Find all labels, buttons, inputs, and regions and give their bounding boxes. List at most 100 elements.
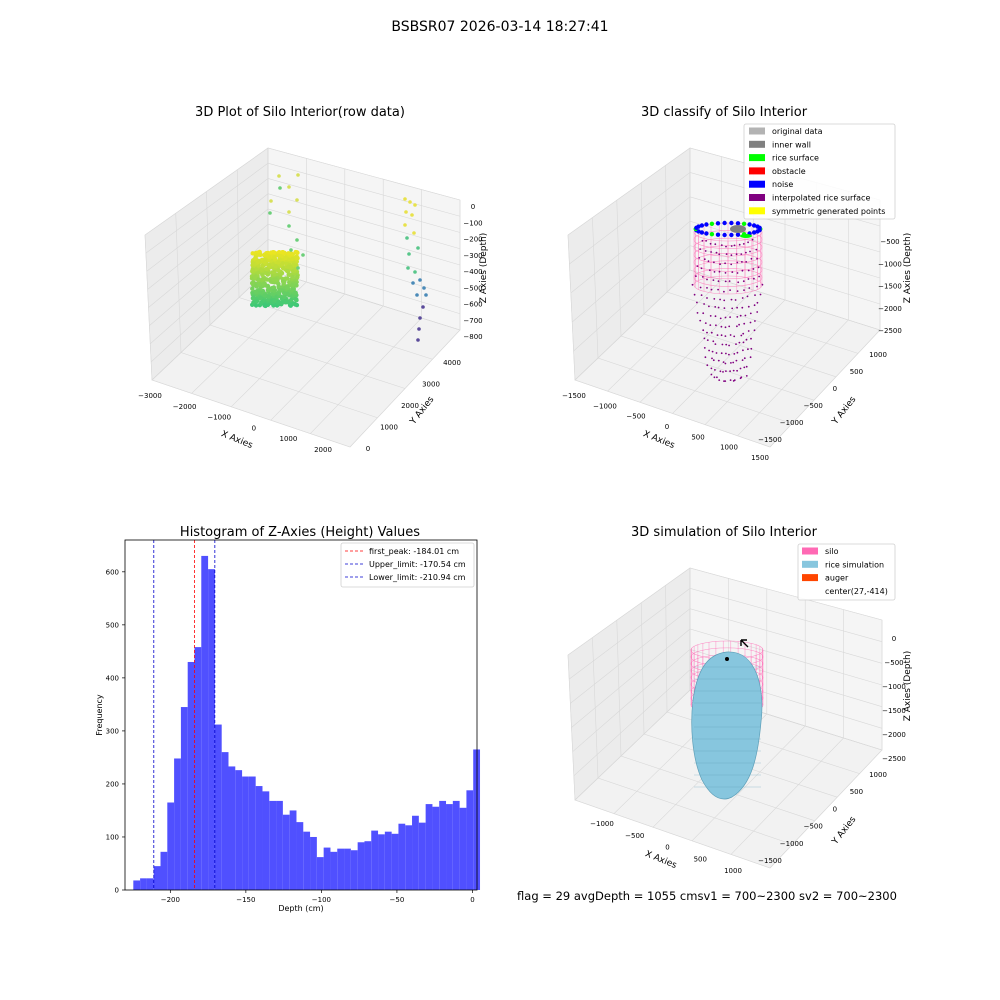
interpolated-point bbox=[736, 325, 738, 328]
histogram-bar bbox=[133, 880, 141, 890]
raw-data-point bbox=[421, 305, 425, 309]
x-tick-label: −200 bbox=[161, 896, 180, 904]
interpolated-point bbox=[736, 272, 739, 274]
classified-point bbox=[741, 221, 747, 226]
interpolated-point bbox=[730, 254, 733, 257]
histogram-bar bbox=[378, 834, 385, 890]
panel2-title: 3D classify of Silo Interior bbox=[641, 105, 808, 120]
panel1-y-tick-label: 0 bbox=[366, 445, 370, 453]
panel4-x-tick-label: 0 bbox=[665, 844, 669, 852]
interpolated-point bbox=[713, 298, 716, 300]
raw-data-point bbox=[276, 284, 281, 289]
interpolated-point bbox=[712, 279, 715, 281]
panel1-x-tick-label: 1000 bbox=[279, 435, 297, 443]
interpolated-point bbox=[704, 356, 707, 359]
histogram-bar bbox=[357, 842, 365, 890]
interpolated-point bbox=[709, 324, 712, 326]
histogram-bar bbox=[187, 661, 195, 890]
interpolated-point bbox=[725, 343, 728, 346]
legend-swatch bbox=[749, 154, 765, 162]
classified-point bbox=[735, 232, 741, 237]
interpolated-point bbox=[730, 245, 733, 247]
legend-swatch bbox=[749, 194, 765, 201]
raw-data-point bbox=[413, 270, 417, 274]
raw-data-point bbox=[287, 272, 293, 277]
raw-data-point bbox=[295, 238, 299, 242]
interpolated-point bbox=[731, 307, 734, 310]
raw-data-point bbox=[415, 293, 419, 297]
interpolated-point bbox=[723, 307, 726, 309]
interpolated-point bbox=[730, 362, 732, 364]
interpolated-point bbox=[714, 369, 716, 371]
histogram-bar bbox=[146, 878, 154, 890]
panel4-grid-z bbox=[567, 567, 883, 656]
histogram-bar bbox=[180, 707, 188, 890]
interpolated-point bbox=[717, 306, 720, 309]
histogram-bar bbox=[140, 878, 147, 890]
panel4-xlabel: X Axies bbox=[643, 849, 678, 871]
legend-label: interpolated rice surface bbox=[772, 194, 870, 203]
interpolated-point bbox=[759, 293, 762, 296]
interpolated-point bbox=[740, 376, 743, 379]
panel1-grid-z bbox=[147, 193, 461, 290]
histogram-bar bbox=[201, 555, 209, 890]
interpolated-point bbox=[714, 243, 717, 246]
center-marker bbox=[725, 657, 729, 661]
panel1-zlabel: Z Axies (Depth) bbox=[479, 233, 489, 304]
raw-data-point bbox=[256, 278, 261, 283]
interpolated-point bbox=[737, 281, 740, 284]
interpolated-point bbox=[723, 299, 726, 302]
raw-data-point bbox=[277, 250, 282, 255]
interpolated-point bbox=[741, 359, 744, 361]
raw-data-point bbox=[254, 289, 259, 295]
interpolated-point bbox=[704, 250, 707, 252]
panel1-z-tick-label: −200 bbox=[463, 236, 482, 244]
interpolated-point bbox=[747, 269, 750, 272]
panel2-y-tick-label: 500 bbox=[850, 368, 863, 376]
raw-data-point bbox=[280, 250, 285, 255]
interpolated-point bbox=[718, 253, 721, 256]
histogram-bar bbox=[303, 831, 311, 890]
classified-point bbox=[729, 232, 734, 238]
raw-data-point bbox=[286, 300, 291, 305]
histogram-bar bbox=[153, 866, 161, 890]
raw-data-point bbox=[251, 300, 256, 305]
interpolated-point bbox=[710, 288, 713, 291]
raw-data-point bbox=[279, 261, 285, 267]
histogram-bar bbox=[255, 786, 263, 890]
histogram-bar bbox=[439, 800, 447, 890]
panel4-grid-z bbox=[573, 669, 883, 777]
classified-point bbox=[722, 232, 727, 238]
interpolated-point bbox=[703, 337, 706, 340]
interpolated-point bbox=[706, 278, 708, 281]
histogram-bar bbox=[371, 830, 379, 890]
panel1-grid-z bbox=[150, 239, 461, 344]
interpolated-point bbox=[741, 261, 743, 263]
interpolated-point bbox=[756, 311, 759, 313]
panel4-y-tick-label: 500 bbox=[850, 788, 863, 796]
interpolated-point bbox=[736, 306, 738, 309]
interpolated-point bbox=[695, 275, 697, 277]
interpolated-point bbox=[698, 257, 701, 259]
interpolated-point bbox=[691, 283, 694, 286]
panel1-x-tick-label: −2000 bbox=[173, 403, 197, 411]
panel2-y-tick-label: −500 bbox=[804, 402, 823, 410]
raw-data-point bbox=[255, 259, 261, 264]
panel1-grid-z bbox=[149, 223, 461, 326]
panel1-z-tick-label: −500 bbox=[463, 284, 482, 292]
interpolated-point bbox=[712, 340, 715, 343]
interpolated-point bbox=[724, 262, 726, 265]
classified-point bbox=[751, 223, 757, 228]
raw-data-point bbox=[301, 253, 305, 257]
histogram-bar bbox=[323, 847, 331, 890]
classified-point bbox=[751, 230, 757, 235]
interpolated-point bbox=[756, 301, 759, 304]
interpolated-point bbox=[728, 325, 731, 328]
interpolated-point bbox=[724, 316, 727, 319]
histogram-bar bbox=[418, 822, 426, 890]
raw-data-point bbox=[256, 270, 261, 275]
histogram-bar bbox=[425, 804, 433, 890]
interpolated-point bbox=[736, 369, 738, 372]
raw-data-point bbox=[288, 251, 294, 256]
interpolated-point bbox=[699, 319, 702, 322]
